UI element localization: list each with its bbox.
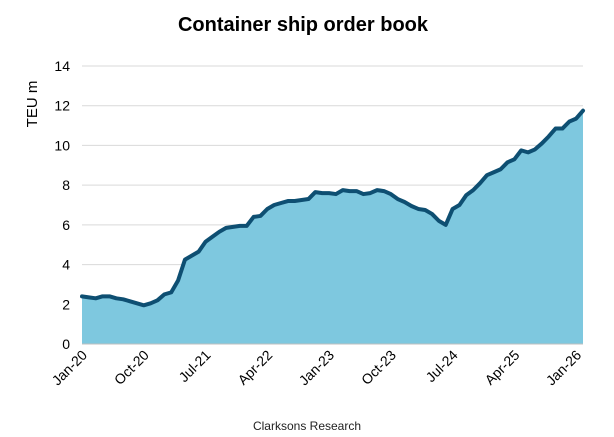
y-tick-labels: 0 2 4 6 8 10 12 14 [54,58,70,352]
x-tick-label: Jul-24 [422,347,460,385]
y-tick-label: 4 [62,257,70,273]
x-tick-label: Jul-21 [175,347,213,385]
y-tick-label: 14 [54,58,70,74]
y-tick-label: 10 [54,137,70,153]
y-tick-label: 12 [54,98,70,114]
x-tick-label: Apr-25 [481,347,522,388]
y-tick-label: 2 [62,296,70,312]
chart-title: Container ship order book [178,14,429,36]
series-line [80,108,585,308]
y-tick-label: 8 [62,177,70,193]
x-tick-label: Jan-20 [49,347,91,389]
x-tick-label: Oct-20 [111,347,152,388]
y-axis-label: TEU m [24,81,41,128]
series-group [80,108,585,345]
y-tick-label: 0 [62,336,70,352]
source-note: Clarksons Research [253,419,361,433]
series-area [82,110,583,345]
x-tick-label: Apr-22 [234,347,275,388]
x-tick-label: Oct-23 [358,347,399,388]
x-tick-label: Jan-26 [543,347,585,389]
x-tick-labels: Jan-20 Oct-20 Jul-21 Apr-22 Jan-23 Oct-23 Jul-… [49,347,585,389]
y-tick-label: 6 [62,217,70,233]
x-tick-label: Jan-23 [296,347,338,389]
